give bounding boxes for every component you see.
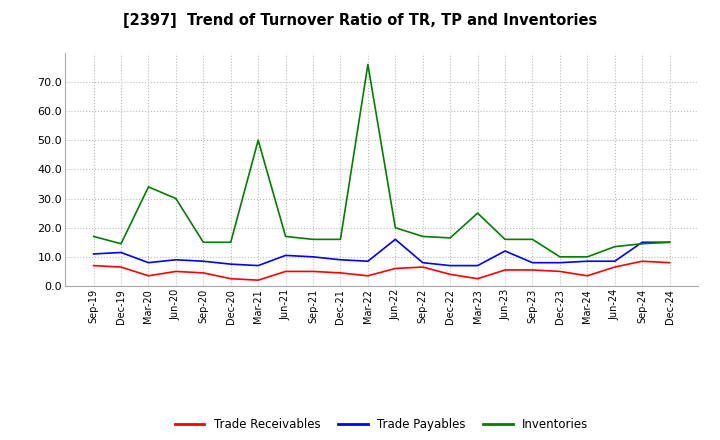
Trade Payables: [391, 237, 400, 242]
Line: Trade Payables: Trade Payables: [94, 239, 670, 266]
Inventories: [528, 237, 537, 242]
Trade Receivables: [254, 278, 263, 283]
Inventories: [254, 138, 263, 143]
Inventories: [611, 244, 619, 249]
Inventories: [282, 234, 290, 239]
Trade Receivables: [309, 269, 318, 274]
Trade Payables: [665, 240, 674, 245]
Trade Payables: [473, 263, 482, 268]
Trade Payables: [144, 260, 153, 265]
Text: [2397]  Trend of Turnover Ratio of TR, TP and Inventories: [2397] Trend of Turnover Ratio of TR, TP…: [123, 13, 597, 28]
Inventories: [665, 240, 674, 245]
Trade Payables: [117, 250, 125, 255]
Trade Receivables: [528, 268, 537, 273]
Inventories: [418, 234, 427, 239]
Inventories: [226, 240, 235, 245]
Trade Payables: [226, 261, 235, 267]
Trade Payables: [638, 240, 647, 245]
Legend: Trade Receivables, Trade Payables, Inventories: Trade Receivables, Trade Payables, Inven…: [170, 413, 593, 436]
Line: Trade Receivables: Trade Receivables: [94, 261, 670, 280]
Trade Receivables: [282, 269, 290, 274]
Trade Receivables: [638, 259, 647, 264]
Trade Receivables: [226, 276, 235, 281]
Inventories: [171, 196, 180, 201]
Inventories: [117, 241, 125, 246]
Inventories: [336, 237, 345, 242]
Inventories: [473, 210, 482, 216]
Trade Payables: [611, 259, 619, 264]
Trade Payables: [583, 259, 592, 264]
Trade Payables: [336, 257, 345, 262]
Trade Receivables: [446, 271, 454, 277]
Trade Payables: [171, 257, 180, 262]
Inventories: [638, 241, 647, 246]
Trade Receivables: [665, 260, 674, 265]
Trade Payables: [418, 260, 427, 265]
Trade Receivables: [199, 270, 207, 275]
Trade Receivables: [336, 270, 345, 275]
Trade Payables: [446, 263, 454, 268]
Trade Receivables: [473, 276, 482, 281]
Trade Payables: [199, 259, 207, 264]
Inventories: [309, 237, 318, 242]
Trade Receivables: [556, 269, 564, 274]
Trade Receivables: [500, 268, 509, 273]
Inventories: [144, 184, 153, 190]
Trade Receivables: [89, 263, 98, 268]
Trade Payables: [556, 260, 564, 265]
Trade Payables: [282, 253, 290, 258]
Inventories: [500, 237, 509, 242]
Trade Receivables: [611, 264, 619, 270]
Inventories: [199, 240, 207, 245]
Trade Receivables: [171, 269, 180, 274]
Trade Receivables: [418, 264, 427, 270]
Trade Payables: [309, 254, 318, 260]
Inventories: [391, 225, 400, 231]
Trade Receivables: [583, 273, 592, 279]
Trade Payables: [528, 260, 537, 265]
Inventories: [583, 254, 592, 260]
Line: Inventories: Inventories: [94, 64, 670, 257]
Trade Payables: [500, 248, 509, 253]
Trade Receivables: [144, 273, 153, 279]
Trade Receivables: [117, 264, 125, 270]
Inventories: [556, 254, 564, 260]
Trade Payables: [254, 263, 263, 268]
Inventories: [446, 235, 454, 241]
Trade Receivables: [391, 266, 400, 271]
Trade Payables: [364, 259, 372, 264]
Trade Receivables: [364, 273, 372, 279]
Trade Payables: [89, 251, 98, 257]
Inventories: [89, 234, 98, 239]
Inventories: [364, 62, 372, 67]
